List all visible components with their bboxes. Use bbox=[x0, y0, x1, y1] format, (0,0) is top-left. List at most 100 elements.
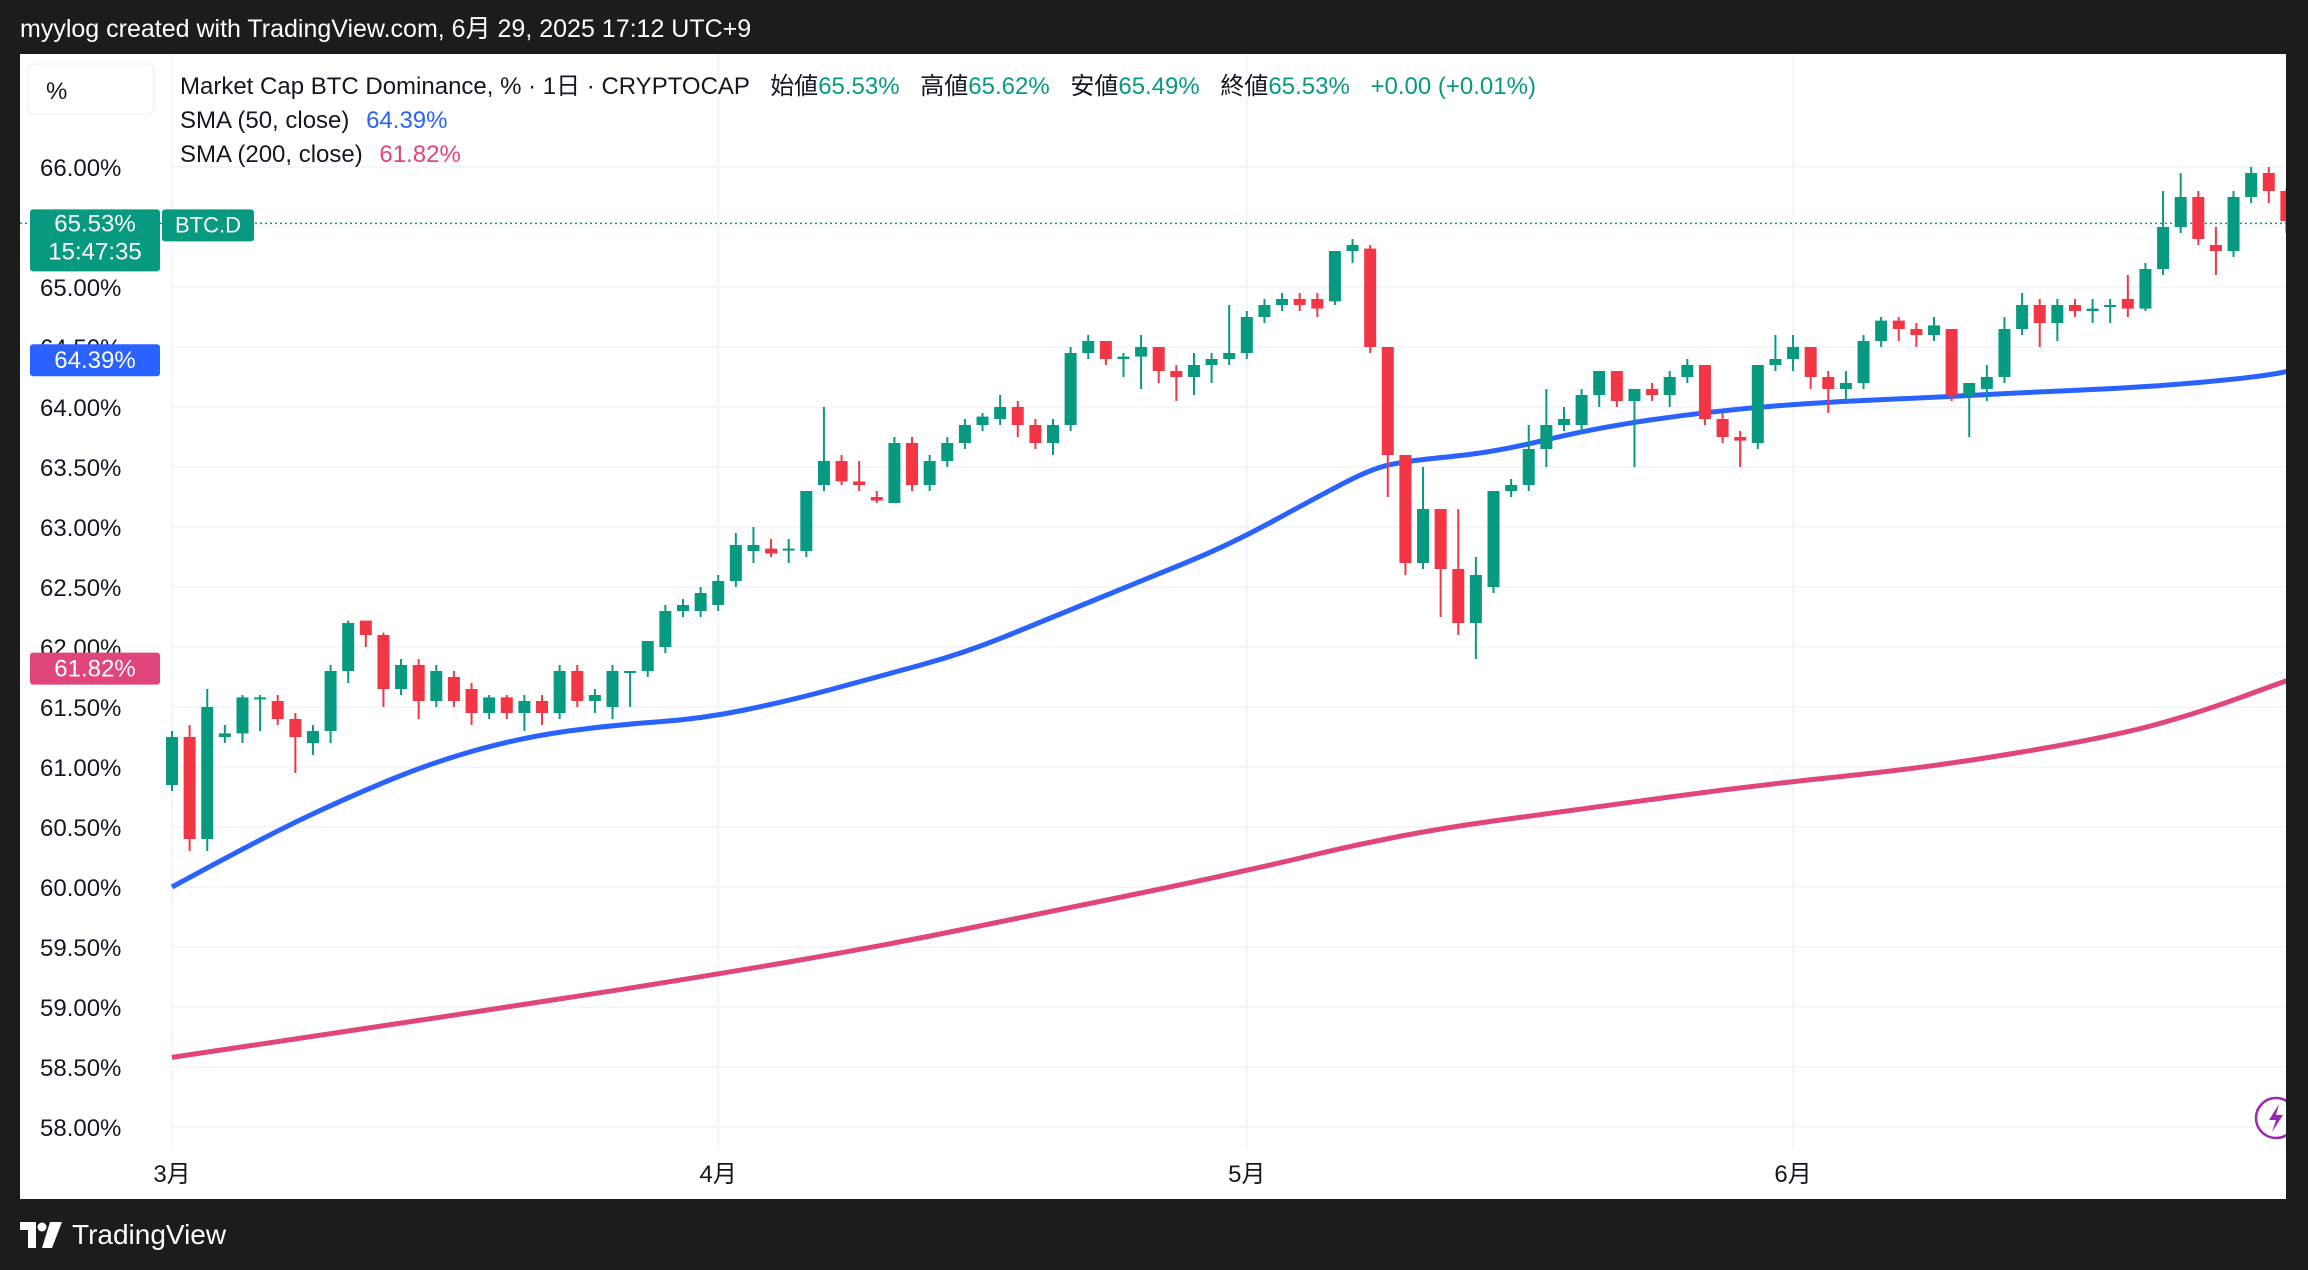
legend-sma50[interactable]: SMA (50, close) 64.39% bbox=[180, 107, 447, 134]
candle-body bbox=[1328, 251, 1341, 302]
legend-sma200[interactable]: SMA (200, close) 61.82% bbox=[180, 141, 461, 168]
candle-body bbox=[2121, 299, 2134, 309]
candle bbox=[377, 632, 390, 707]
candle bbox=[1839, 371, 1852, 401]
candle-body bbox=[1751, 365, 1764, 443]
legend-open-value: 65.53% bbox=[818, 73, 899, 100]
candle bbox=[1575, 389, 1588, 431]
candle bbox=[465, 683, 478, 725]
candle bbox=[201, 689, 214, 851]
candle-body bbox=[359, 620, 372, 635]
candle-body bbox=[870, 497, 883, 501]
candle bbox=[500, 695, 513, 719]
candle-body bbox=[923, 461, 936, 485]
candle-body bbox=[500, 697, 513, 713]
scale-button[interactable] bbox=[27, 63, 155, 115]
sma50-layer bbox=[170, 362, 2308, 890]
candle bbox=[1135, 335, 1148, 389]
candle-body bbox=[1187, 365, 1200, 377]
candle bbox=[1187, 353, 1200, 395]
candle-body bbox=[2227, 197, 2240, 251]
candle bbox=[1311, 293, 1324, 317]
candle-body bbox=[271, 701, 284, 719]
sma200-tag-box bbox=[30, 652, 160, 685]
candle bbox=[1240, 311, 1253, 359]
candle-body bbox=[483, 697, 496, 713]
candle bbox=[676, 599, 689, 617]
candle-body bbox=[201, 707, 214, 839]
candle bbox=[1751, 365, 1764, 449]
candle bbox=[483, 695, 496, 719]
candle bbox=[1804, 347, 1817, 389]
candle-body bbox=[1857, 341, 1870, 383]
candle bbox=[1152, 347, 1165, 383]
candle bbox=[218, 725, 231, 743]
candle-body bbox=[2104, 305, 2117, 307]
candle bbox=[958, 419, 971, 449]
candle-body bbox=[1170, 371, 1183, 377]
candle-body bbox=[1399, 455, 1412, 563]
candle-body bbox=[2262, 173, 2275, 191]
candle bbox=[412, 659, 425, 719]
chart-svg[interactable]: 66.00%65.50%65.00%64.50%64.00%63.50%63.0… bbox=[20, 54, 2308, 1199]
last-price-value: 65.53% bbox=[54, 210, 135, 237]
candle bbox=[976, 413, 989, 431]
candle-body bbox=[166, 737, 178, 785]
candle-body bbox=[1681, 365, 1694, 377]
candle-body bbox=[1892, 320, 1905, 329]
candle-body bbox=[518, 701, 531, 713]
candle bbox=[2192, 191, 2205, 245]
candle bbox=[1628, 389, 1641, 467]
candle bbox=[289, 713, 302, 773]
candle-body bbox=[976, 416, 989, 425]
candle-body bbox=[641, 641, 654, 671]
candle-body bbox=[1663, 377, 1676, 395]
candle-body bbox=[1064, 353, 1077, 425]
candle bbox=[430, 665, 443, 707]
sma200-axis-tag: 61.82% bbox=[30, 652, 160, 685]
candle bbox=[712, 575, 725, 611]
candle-body bbox=[958, 425, 971, 443]
candle-body bbox=[624, 671, 637, 673]
candle-body bbox=[2016, 305, 2029, 329]
candle bbox=[1064, 347, 1077, 431]
candle-body bbox=[289, 719, 302, 737]
candle-body bbox=[782, 548, 795, 551]
candle-body bbox=[1293, 299, 1306, 305]
chart-panel[interactable]: 66.00%65.50%65.00%64.50%64.00%63.50%63.0… bbox=[20, 54, 2308, 1199]
candle-body bbox=[800, 491, 813, 551]
y-tick-label: 61.50% bbox=[40, 695, 121, 722]
candle-body bbox=[1082, 341, 1095, 353]
legend-high-value: 65.62% bbox=[968, 73, 1049, 100]
candle bbox=[1875, 317, 1888, 347]
tradingview-logo[interactable]: TradingView bbox=[20, 1218, 226, 1252]
candle-body bbox=[553, 671, 566, 713]
candle-body bbox=[1575, 395, 1588, 425]
candle bbox=[694, 587, 707, 617]
legend-close-label: 終値 bbox=[1220, 73, 1268, 100]
candle bbox=[359, 620, 372, 647]
candle bbox=[1663, 371, 1676, 407]
candle bbox=[1276, 293, 1289, 311]
candle bbox=[236, 695, 249, 743]
candle bbox=[888, 437, 901, 503]
candle bbox=[2227, 191, 2240, 257]
candle-body bbox=[1434, 509, 1447, 569]
candle-body bbox=[606, 671, 619, 707]
candle-body bbox=[536, 701, 549, 713]
candle bbox=[1117, 353, 1130, 377]
candle-body bbox=[2051, 305, 2064, 323]
candle-body bbox=[1205, 359, 1218, 365]
lightning-icon[interactable] bbox=[2254, 1096, 2298, 1140]
candle bbox=[166, 731, 178, 791]
candle-body bbox=[1258, 305, 1271, 317]
candle-body bbox=[324, 671, 337, 731]
candle bbox=[941, 437, 954, 467]
candle-body bbox=[694, 593, 707, 611]
candle bbox=[2157, 191, 2170, 275]
candle bbox=[324, 665, 337, 743]
y-tick-label: 66.00% bbox=[40, 155, 121, 182]
candle-body bbox=[1381, 347, 1394, 455]
candle-body bbox=[994, 407, 1007, 419]
last-price-tag: 65.53% 15:47:35 BTC.D bbox=[30, 209, 254, 272]
